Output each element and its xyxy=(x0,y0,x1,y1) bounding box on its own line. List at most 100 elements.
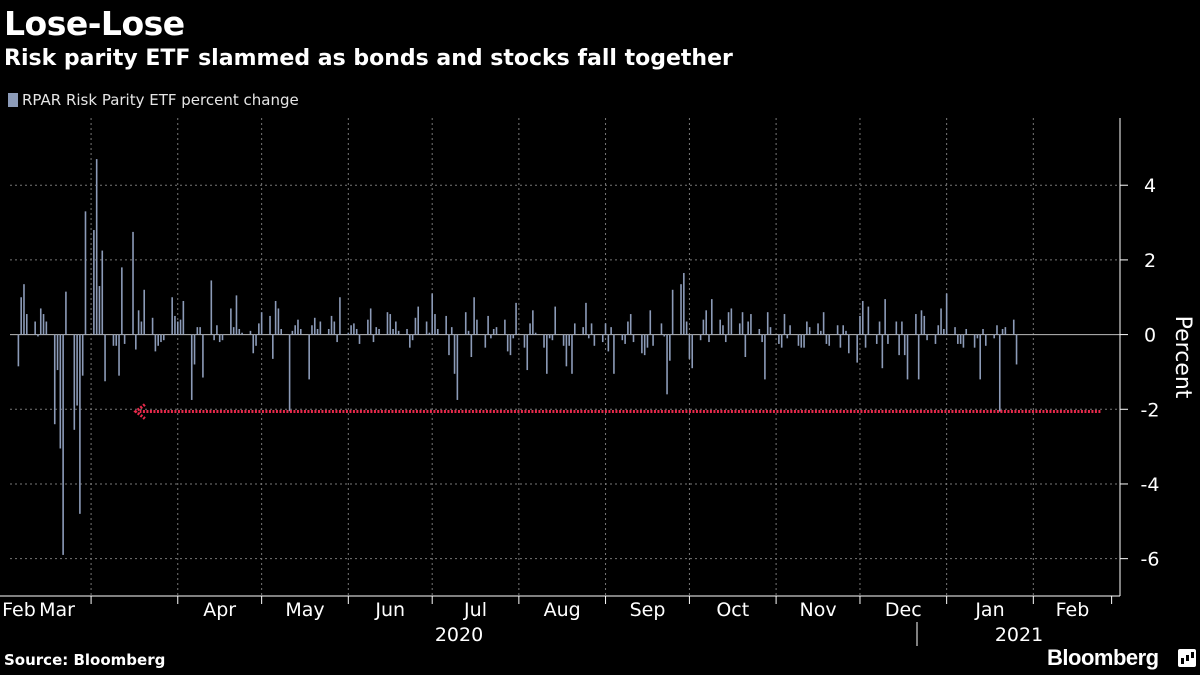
bar xyxy=(123,334,126,344)
bar xyxy=(294,325,296,335)
bar xyxy=(1015,334,1018,365)
bar xyxy=(920,310,923,335)
bar xyxy=(847,334,850,354)
bar xyxy=(1001,328,1004,335)
bar xyxy=(571,334,573,374)
bar xyxy=(174,315,176,335)
year-label: 2021 xyxy=(995,624,1043,646)
y-tick-label: -4 xyxy=(1141,474,1160,496)
bar xyxy=(786,334,789,339)
bar xyxy=(708,334,710,343)
bar xyxy=(375,327,378,335)
bar xyxy=(190,334,193,400)
bar xyxy=(797,334,800,346)
bar xyxy=(115,334,118,346)
bar xyxy=(157,334,159,346)
bar xyxy=(330,315,333,335)
bar xyxy=(864,334,867,348)
bar xyxy=(789,325,791,335)
bar xyxy=(691,334,694,369)
bar xyxy=(836,325,839,335)
bar xyxy=(526,334,529,371)
x-tick-label: Apr xyxy=(203,599,236,621)
bar xyxy=(154,334,157,352)
bar xyxy=(954,327,956,335)
bar xyxy=(53,334,56,425)
bar xyxy=(397,330,400,335)
bar xyxy=(562,334,565,346)
x-tick-label: Dec xyxy=(885,599,922,621)
bar xyxy=(998,334,1001,412)
bar xyxy=(436,328,439,335)
bar xyxy=(523,334,526,348)
bar xyxy=(554,306,557,335)
bar xyxy=(255,334,257,346)
bar xyxy=(504,319,506,335)
bar xyxy=(182,300,185,335)
bar xyxy=(573,323,576,335)
bar xyxy=(817,323,819,335)
bar xyxy=(140,321,143,335)
bar xyxy=(274,300,277,335)
bar xyxy=(84,211,87,335)
bar xyxy=(456,334,459,400)
bar xyxy=(213,334,215,341)
bar xyxy=(389,314,392,335)
bar xyxy=(993,334,995,339)
bar xyxy=(649,310,652,335)
bar xyxy=(358,334,361,344)
bar xyxy=(20,297,22,335)
y-tick-label: 0 xyxy=(1144,325,1156,347)
bar xyxy=(193,334,196,365)
bar xyxy=(252,334,255,354)
chart-subtitle: Risk parity ETF slammed as bonds and sto… xyxy=(4,46,733,71)
bar xyxy=(741,312,744,335)
x-tick-label: Sep xyxy=(630,599,666,621)
bar xyxy=(624,334,626,344)
bar xyxy=(965,328,968,335)
bar xyxy=(738,323,741,335)
bar xyxy=(297,319,299,335)
bar xyxy=(937,325,940,335)
bar xyxy=(769,327,772,335)
bar xyxy=(260,312,263,335)
bar xyxy=(548,334,551,339)
bar xyxy=(604,323,607,335)
bar xyxy=(875,334,878,344)
bar xyxy=(859,315,861,335)
bar xyxy=(887,334,889,344)
bar xyxy=(766,312,769,335)
bar xyxy=(839,334,842,348)
bars xyxy=(17,159,1018,555)
x-tick-label: Aug xyxy=(544,599,581,621)
bar xyxy=(319,321,322,335)
bar xyxy=(643,334,646,356)
x-tick-label: May xyxy=(285,599,324,621)
bar xyxy=(627,321,629,335)
bar xyxy=(820,330,822,335)
bar xyxy=(803,334,805,348)
bar xyxy=(601,334,604,343)
bar xyxy=(719,319,721,335)
bar xyxy=(492,328,495,335)
bar xyxy=(515,302,517,335)
bar xyxy=(808,327,811,335)
bar xyxy=(56,334,59,371)
bar xyxy=(448,334,450,356)
bar xyxy=(369,308,372,335)
bar xyxy=(453,334,456,374)
bar xyxy=(632,334,635,343)
bar xyxy=(532,310,534,335)
bar xyxy=(845,330,847,335)
bar xyxy=(940,308,942,335)
bar xyxy=(277,308,280,335)
bar xyxy=(957,334,959,344)
bar xyxy=(241,332,243,335)
bar xyxy=(98,286,101,335)
bar xyxy=(39,308,42,335)
bar xyxy=(339,297,341,335)
bar xyxy=(506,334,509,352)
bar xyxy=(160,334,162,343)
